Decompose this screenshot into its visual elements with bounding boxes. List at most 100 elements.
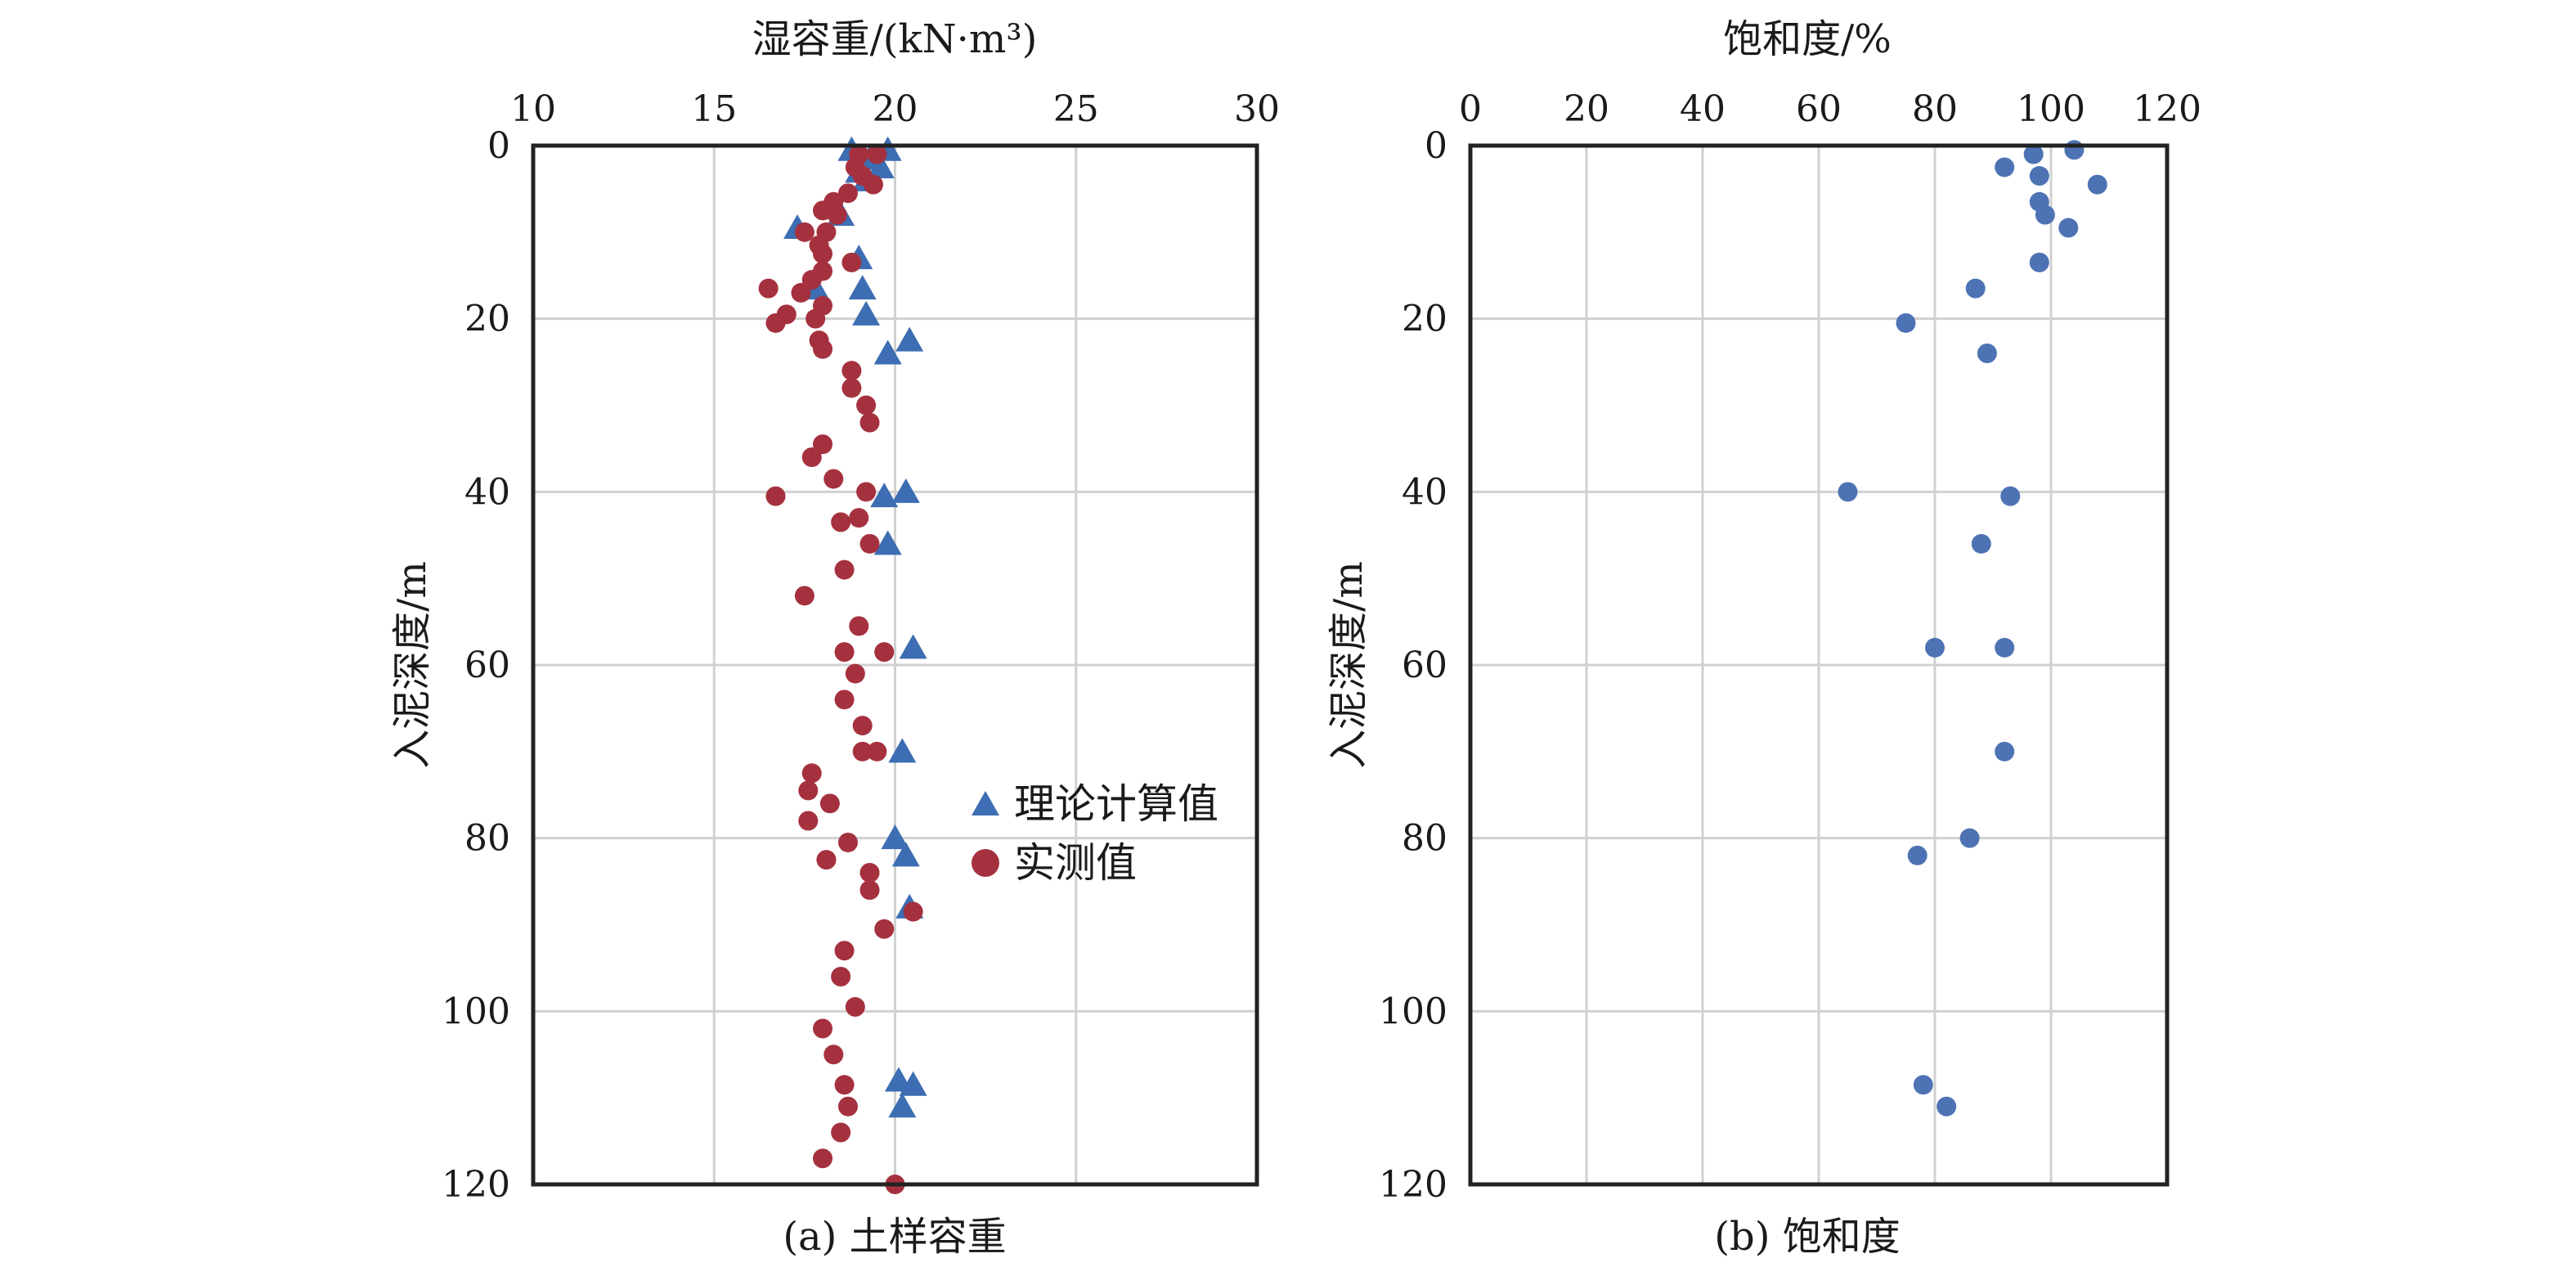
y-tick-label: 80 xyxy=(1402,818,1447,860)
data-point-circle xyxy=(831,1122,851,1143)
data-point-triangle xyxy=(888,738,917,763)
legend-marker-theoretical xyxy=(972,791,999,815)
data-point-circle xyxy=(2029,166,2049,186)
data-point-circle xyxy=(794,586,815,606)
data-point-circle xyxy=(2035,204,2055,225)
y-tick-label: 100 xyxy=(442,991,510,1032)
data-point-circle xyxy=(841,361,862,381)
data-point-triangle xyxy=(891,478,920,503)
y-tick-label: 60 xyxy=(1402,645,1447,686)
y-tick-label: 0 xyxy=(1425,125,1447,167)
y-tick-label: 20 xyxy=(464,299,510,340)
panel-a-x-axis-title: 湿容重/(kN·m³) xyxy=(752,16,1038,62)
data-point-circle xyxy=(813,1018,832,1039)
y-tick-label: 40 xyxy=(1402,471,1447,513)
panel-b: 0 20 40 60 80 100 120 0 20 40 60 80 100 120 饱和度/% 入泥深… xyxy=(1326,16,2201,1260)
data-point-circle xyxy=(798,780,819,801)
data-point-circle xyxy=(813,244,832,264)
data-point-circle xyxy=(849,616,869,636)
data-point-circle xyxy=(2087,174,2107,195)
data-point-circle xyxy=(845,663,865,684)
data-point-circle xyxy=(1995,637,2015,658)
data-point-circle xyxy=(1896,312,1916,333)
data-point-circle xyxy=(801,447,822,467)
data-point-circle xyxy=(758,278,779,299)
data-point-circle xyxy=(2029,252,2049,272)
data-point-circle xyxy=(765,486,786,506)
panel-a: 10 15 20 25 30 0 20 40 60 80 100 120 湿容重/(kN·m³) 入泥… xyxy=(389,16,1280,1260)
data-point-circle xyxy=(813,434,832,455)
panel-b-grid xyxy=(1470,146,2167,1184)
data-point-circle xyxy=(837,1096,858,1116)
data-point-circle xyxy=(1995,741,2015,762)
data-point-circle xyxy=(798,811,819,831)
data-point-circle xyxy=(859,863,880,883)
data-point-circle xyxy=(819,793,840,814)
panel-a-ticks: 10 15 20 25 30 0 20 40 60 80 100 120 xyxy=(442,88,1280,1206)
data-point-circle xyxy=(856,395,877,416)
y-tick-label: 100 xyxy=(1379,991,1447,1032)
data-point-triangle xyxy=(873,339,902,365)
data-point-circle xyxy=(801,763,822,784)
data-point-circle xyxy=(859,533,880,554)
data-point-circle xyxy=(1959,828,1980,848)
data-point-circle xyxy=(874,642,895,663)
data-point-circle xyxy=(1907,845,1928,865)
legend-label-measured: 实测值 xyxy=(1014,839,1137,887)
panel-a-y-axis-title: 入泥深度/m xyxy=(389,561,435,769)
data-point-circle xyxy=(2000,486,2021,506)
data-point-circle xyxy=(2064,140,2085,160)
legend-label-theoretical: 理论计算值 xyxy=(1014,780,1218,828)
data-point-circle xyxy=(1995,157,2015,177)
panel-b-caption: (b) 饱和度 xyxy=(1714,1214,1900,1260)
data-point-triangle xyxy=(848,275,877,300)
data-point-circle xyxy=(791,282,811,303)
data-point-circle xyxy=(834,1075,855,1095)
data-point-circle xyxy=(834,690,855,710)
data-point-circle xyxy=(834,941,855,961)
data-point-circle xyxy=(801,270,822,290)
x-tick-label: 0 xyxy=(1459,88,1482,130)
data-point-circle xyxy=(813,1148,832,1169)
data-point-triangle xyxy=(881,824,909,850)
data-point-circle xyxy=(856,482,877,502)
x-tick-label: 25 xyxy=(1053,88,1099,130)
data-point-circle xyxy=(806,308,826,329)
x-tick-label: 15 xyxy=(691,88,737,130)
data-point-circle xyxy=(1925,637,1945,658)
data-point-triangle xyxy=(888,1093,917,1118)
x-tick-label: 20 xyxy=(873,88,918,130)
x-tick-label: 10 xyxy=(510,88,556,130)
data-point-circle xyxy=(841,378,862,398)
data-point-triangle xyxy=(891,842,920,867)
y-tick-label: 80 xyxy=(464,818,510,860)
panel-b-x-axis-title: 饱和度/% xyxy=(1723,16,1892,62)
panel-a-plot-frame xyxy=(531,143,1259,1187)
data-point-circle xyxy=(813,339,832,359)
data-point-circle xyxy=(837,183,858,204)
y-tick-label: 120 xyxy=(1379,1164,1447,1206)
data-point-circle xyxy=(867,741,887,762)
x-tick-label: 30 xyxy=(1234,88,1280,130)
panel-a-grid xyxy=(533,146,1257,1184)
data-point-circle xyxy=(765,312,786,333)
x-tick-label: 60 xyxy=(1796,88,1842,130)
data-point-circle xyxy=(845,997,865,1018)
data-point-circle xyxy=(2023,144,2044,164)
y-tick-label: 60 xyxy=(464,645,510,686)
panel-a-points xyxy=(758,136,927,1194)
data-point-circle xyxy=(852,741,873,762)
x-tick-label: 80 xyxy=(1912,88,1958,130)
data-point-circle xyxy=(841,252,862,272)
panel-a-caption: (a) 土样容重 xyxy=(783,1214,1006,1260)
y-tick-label: 20 xyxy=(1402,299,1447,340)
data-point-circle xyxy=(2058,218,2079,238)
data-point-circle xyxy=(1838,482,1858,502)
data-point-circle xyxy=(863,174,883,195)
data-point-triangle xyxy=(873,530,902,555)
data-point-circle xyxy=(874,919,895,939)
data-point-circle xyxy=(831,512,851,532)
data-point-circle xyxy=(903,901,923,922)
data-point-circle xyxy=(794,222,815,242)
